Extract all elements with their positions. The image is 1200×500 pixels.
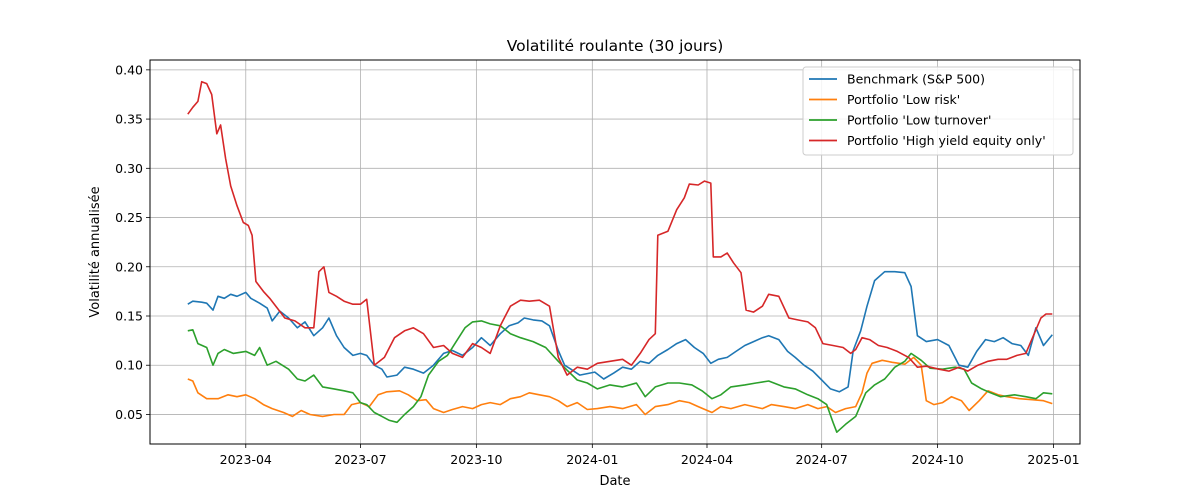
x-axis-label: Date [599, 474, 630, 489]
y-tick-label: 0.25 [115, 210, 143, 225]
x-tick-label: 2023-07 [334, 452, 386, 467]
legend-label: Benchmark (S&P 500) [847, 72, 985, 87]
series-line-0 [187, 270, 1053, 393]
plot-frame [149, 59, 1081, 445]
legend-label: Portfolio 'Low risk' [847, 92, 960, 107]
y-tick-label: 0.05 [115, 407, 143, 422]
legend-label: Portfolio 'Low turnover' [847, 113, 991, 128]
x-tick-label: 2023-04 [220, 452, 272, 467]
x-tick-label: 2024-01 [566, 452, 618, 467]
y-tick-label: 0.35 [115, 112, 143, 127]
series-line-3 [187, 80, 1053, 376]
y-tick-label: 0.15 [115, 309, 143, 324]
series-line-1 [187, 356, 1053, 418]
x-tick-label: 2024-10 [911, 452, 963, 467]
y-tick-label: 0.20 [115, 259, 143, 274]
x-axis: 2023-04 2023-07 2023-10 2024-01 2024-04 2024-… [220, 444, 1080, 467]
y-axis: 0.05 0.10 0.15 0.20 0.25 0.30 0.35 0.40 [115, 62, 150, 422]
legend-box [802, 66, 1074, 156]
y-tick-label: 0.40 [115, 62, 143, 77]
x-tick-label: 2024-07 [796, 452, 848, 467]
legend: Benchmark (S&P 500) Portfolio 'Low risk' P… [802, 66, 1074, 156]
x-tick-label: 2025-01 [1027, 452, 1079, 467]
series-line-2 [187, 320, 1053, 433]
y-tick-label: 0.10 [115, 358, 143, 373]
legend-label: Portfolio 'High yield equity only' [847, 133, 1046, 148]
y-tick-label: 0.30 [115, 161, 143, 176]
chart-title: Volatilité roulante (30 jours) [507, 37, 724, 55]
x-tick-label: 2024-04 [681, 452, 733, 467]
x-tick-label: 2023-10 [450, 452, 502, 467]
series-lines [187, 80, 1053, 433]
y-axis-label: Volatilité annualisée [88, 186, 103, 317]
